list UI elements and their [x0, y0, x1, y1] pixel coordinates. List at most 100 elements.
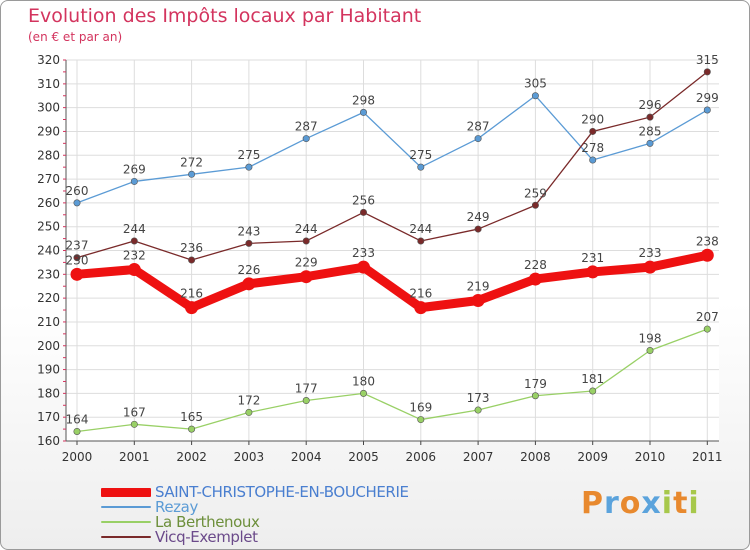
- data-point: [586, 265, 600, 279]
- y-tick-label: 270: [37, 172, 60, 186]
- legend-swatch: [101, 487, 151, 497]
- y-tick-label: 260: [37, 196, 60, 210]
- legend-swatch: [101, 506, 151, 508]
- data-point: [70, 267, 84, 281]
- data-label: 244: [409, 222, 432, 236]
- legend-label: Rezay: [155, 498, 198, 516]
- data-point: [302, 397, 310, 405]
- y-tick-label: 180: [37, 386, 60, 400]
- data-label: 287: [467, 120, 490, 134]
- logo-letter: i: [661, 486, 674, 521]
- y-tick-label: 310: [37, 77, 60, 91]
- data-label: 165: [180, 410, 203, 424]
- data-label: 299: [696, 91, 719, 105]
- data-label: 260: [66, 184, 89, 198]
- data-label: 226: [237, 263, 260, 277]
- data-label: 198: [639, 332, 662, 346]
- data-point: [357, 260, 370, 274]
- x-tick-label: 2005: [348, 450, 379, 464]
- data-point: [359, 389, 367, 397]
- legend-swatch: [101, 536, 151, 538]
- data-point: [589, 156, 597, 164]
- y-tick-label: 220: [37, 291, 60, 305]
- data-point: [703, 325, 711, 333]
- data-label: 285: [639, 124, 662, 138]
- x-tick-label: 2002: [176, 450, 207, 464]
- data-label: 233: [639, 246, 662, 260]
- data-label: 179: [524, 377, 547, 391]
- y-tick-label: 320: [37, 53, 60, 67]
- data-point: [359, 208, 367, 216]
- x-tick-label: 2006: [406, 450, 437, 464]
- data-label: 231: [581, 251, 604, 265]
- data-point: [531, 201, 539, 209]
- y-tick-label: 290: [37, 124, 60, 138]
- data-label: 228: [524, 258, 547, 272]
- x-tick-label: 2011: [692, 450, 723, 464]
- y-tick-label: 210: [37, 315, 60, 329]
- data-point: [130, 420, 138, 428]
- data-point: [589, 127, 597, 135]
- data-label: 256: [352, 193, 375, 207]
- data-point: [531, 92, 539, 100]
- data-label: 180: [352, 374, 375, 388]
- data-label: 278: [581, 141, 604, 155]
- y-tick-label: 160: [37, 434, 60, 448]
- data-point: [245, 239, 253, 247]
- data-point: [417, 416, 425, 424]
- data-label: 296: [639, 98, 662, 112]
- data-label: 249: [467, 210, 490, 224]
- data-point: [646, 113, 654, 121]
- series-line-vicq-exemplet: [76, 71, 708, 261]
- data-label: 173: [467, 391, 490, 405]
- data-point: [188, 170, 196, 178]
- data-label: 269: [123, 162, 146, 176]
- data-point: [474, 406, 482, 414]
- data-label: 298: [352, 93, 375, 107]
- data-point: [646, 347, 654, 355]
- legend-swatch: [101, 521, 151, 523]
- data-point: [188, 425, 196, 433]
- y-tick-label: 190: [37, 363, 60, 377]
- y-tick-label: 200: [37, 339, 60, 353]
- logo-letter: t: [673, 486, 689, 521]
- x-tick-label: 2004: [291, 450, 322, 464]
- data-label: 272: [180, 155, 203, 169]
- data-label: 169: [409, 401, 432, 415]
- data-point: [646, 139, 654, 147]
- data-point: [417, 163, 425, 171]
- y-tick-label: 240: [37, 244, 60, 258]
- data-label: 181: [581, 372, 604, 386]
- series-line-saint-christophe-en-boucherie: [72, 250, 712, 313]
- legend-label: Vicq-Exemplet: [155, 528, 258, 546]
- data-point: [302, 237, 310, 245]
- data-label: 177: [295, 382, 318, 396]
- data-label: 287: [295, 120, 318, 134]
- data-label: 229: [295, 256, 318, 270]
- logo-letter: x: [641, 486, 662, 521]
- data-label: 164: [66, 412, 89, 426]
- y-tick-label: 230: [37, 267, 60, 281]
- series-line-rezay: [76, 95, 708, 204]
- data-label: 167: [123, 405, 146, 419]
- chart-title: Evolution des Impôts locaux par Habitant: [28, 5, 422, 27]
- series-line-la-berthenoux: [76, 328, 708, 433]
- data-point: [703, 106, 711, 114]
- y-tick-label: 300: [37, 101, 60, 115]
- data-label: 244: [123, 222, 146, 236]
- data-label: 207: [696, 310, 719, 324]
- x-tick-label: 2008: [520, 450, 551, 464]
- data-label: 237: [66, 239, 89, 253]
- x-tick-label: 2010: [635, 450, 666, 464]
- data-label: 275: [409, 148, 432, 162]
- data-point: [703, 68, 711, 76]
- data-point: [417, 237, 425, 245]
- logo-letter: o: [619, 486, 642, 521]
- data-point: [359, 108, 367, 116]
- data-point: [130, 177, 138, 185]
- legend-label: SAINT-CHRISTOPHE-EN-BOUCHERIE: [155, 483, 409, 501]
- data-label: 236: [180, 241, 203, 255]
- data-point: [474, 135, 482, 143]
- data-point: [531, 392, 539, 400]
- data-label: 305: [524, 77, 547, 91]
